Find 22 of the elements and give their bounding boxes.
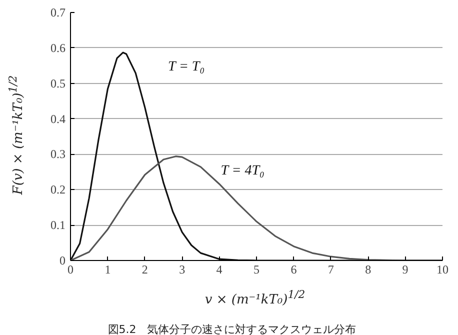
y-tick-label: 0.5 xyxy=(50,76,66,90)
x-tick-label: 2 xyxy=(142,262,148,276)
caption: 図5.2 気体分子の速さに対するマクスウェル分布 xyxy=(106,322,358,335)
x-tick-label: 10 xyxy=(436,262,448,276)
y-tick-label: 0 xyxy=(60,254,66,268)
x-tick-label: 9 xyxy=(402,262,408,276)
y-tick-label: 0.6 xyxy=(50,40,66,55)
y-tick-label: 0.3 xyxy=(50,147,66,162)
x-tick-label: 5 xyxy=(254,262,260,276)
y-tick-label: 0.7 xyxy=(50,6,66,20)
y-tick-label: 0.2 xyxy=(50,182,66,197)
x-tick-label: 8 xyxy=(365,262,372,276)
x-tick-label: 1 xyxy=(104,262,111,276)
y-tick-label: 0.1 xyxy=(50,218,66,232)
x-tick-label: 6 xyxy=(290,262,297,276)
text: T = T₀ xyxy=(168,60,205,75)
x-tick-label: 7 xyxy=(328,262,334,276)
x-tick-label: 4 xyxy=(216,262,222,276)
x-axis-title: v × (m⁻¹kT₀)$^{1/2}$ xyxy=(204,287,306,310)
series-label: T = 4T₀ xyxy=(220,163,265,178)
y-tick-label: 0.4 xyxy=(50,112,66,126)
x-tick-label: 3 xyxy=(179,262,186,276)
